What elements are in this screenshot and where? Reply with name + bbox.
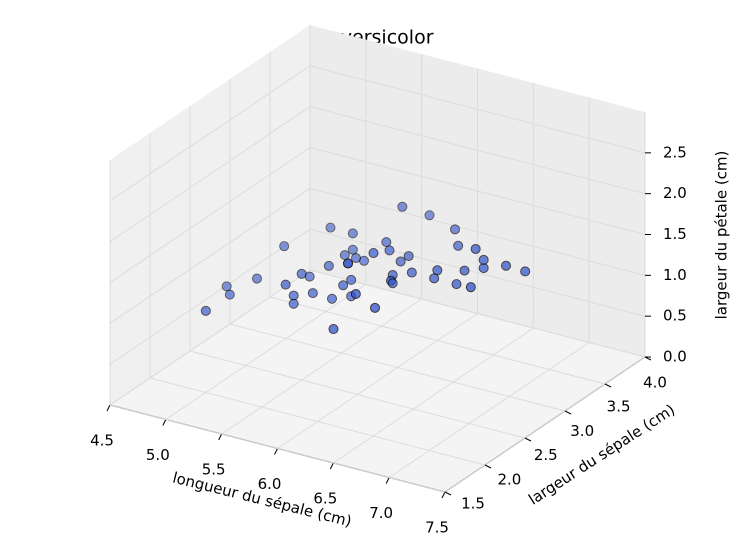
grid-line <box>309 228 646 317</box>
z-tick-label: 2.5 <box>663 143 687 161</box>
grid-line <box>149 377 486 466</box>
x-tick <box>106 404 111 412</box>
point <box>478 263 489 274</box>
x-tick <box>218 433 223 441</box>
x-tick-label: 5.0 <box>146 446 170 464</box>
y-tick <box>444 491 452 496</box>
point <box>451 279 462 290</box>
point <box>323 260 334 271</box>
x-tick <box>441 491 446 499</box>
grid-line <box>269 296 606 385</box>
point <box>368 248 379 259</box>
point <box>325 222 336 233</box>
z-tick-label: 2.0 <box>663 184 687 202</box>
point <box>328 324 339 335</box>
grid-line <box>221 298 422 435</box>
x-tick-label: 7.0 <box>369 504 393 522</box>
grid-line <box>444 356 646 493</box>
x-tick-label: 6.0 <box>258 475 282 493</box>
point <box>350 289 361 299</box>
x-tick <box>329 462 334 470</box>
z-axis-label: largeur du pétale (cm) <box>713 151 731 320</box>
point <box>459 265 470 276</box>
point <box>478 254 489 265</box>
grid-line <box>229 323 566 412</box>
grid-line <box>309 187 646 276</box>
point <box>520 266 531 277</box>
x-tick-label: 6.5 <box>313 490 337 508</box>
grid-line <box>277 313 478 449</box>
y-tick <box>604 383 612 388</box>
y-tick-label: 3.5 <box>607 398 631 416</box>
point <box>346 274 357 285</box>
point <box>224 289 235 300</box>
y-tick-label: 1.5 <box>461 495 485 513</box>
point <box>280 279 291 290</box>
x-tick-label: 7.5 <box>425 519 449 534</box>
grid-line <box>309 269 646 358</box>
point <box>465 282 476 293</box>
point <box>351 253 361 264</box>
grid-line <box>109 106 311 243</box>
grid-line <box>333 327 534 464</box>
x-tick <box>162 419 167 426</box>
grid-line <box>189 350 526 439</box>
point <box>395 256 406 267</box>
point <box>501 260 511 271</box>
y-tick <box>524 437 532 442</box>
y-tick <box>564 410 572 415</box>
y-tick-label: 2.0 <box>497 470 521 488</box>
grid-line <box>309 106 646 195</box>
x-tick <box>385 477 390 484</box>
point <box>453 240 464 251</box>
grid-line <box>165 284 367 420</box>
z-tick-label: 1.0 <box>663 266 687 284</box>
point <box>403 251 414 262</box>
grid-line <box>109 228 311 365</box>
point <box>406 267 417 278</box>
grid-line <box>309 147 646 235</box>
point <box>307 288 318 299</box>
point <box>387 278 398 289</box>
point <box>347 228 358 239</box>
point <box>347 244 358 255</box>
grid-line <box>388 342 590 478</box>
point <box>338 280 349 291</box>
point <box>279 241 290 252</box>
point <box>288 298 299 309</box>
grid-line <box>109 65 311 202</box>
point <box>343 258 353 269</box>
point <box>381 237 392 248</box>
point <box>424 210 435 221</box>
point <box>200 305 211 316</box>
x-tick-label: 4.5 <box>90 432 114 450</box>
point <box>221 281 232 292</box>
point <box>288 290 299 301</box>
grid-line <box>109 187 311 324</box>
x-tick-label: 5.5 <box>202 461 226 479</box>
grid-line <box>109 404 446 493</box>
point <box>339 250 350 261</box>
point <box>429 273 440 284</box>
grid-line <box>109 147 311 283</box>
point <box>252 273 262 284</box>
z-tick-label: 1.5 <box>663 225 687 243</box>
point <box>304 271 315 282</box>
grid-line <box>109 269 311 406</box>
y-tick-label: 4.0 <box>643 374 667 392</box>
point <box>370 302 380 313</box>
point <box>470 243 481 254</box>
point <box>384 245 395 256</box>
y-tick-label: 2.5 <box>534 446 558 464</box>
y-tick-label: 3.0 <box>570 422 594 440</box>
grid-line <box>309 65 646 154</box>
point <box>450 224 460 235</box>
point <box>397 201 408 212</box>
y-tick <box>484 464 492 469</box>
z-tick-label: 0.5 <box>663 307 687 325</box>
x-tick <box>274 448 278 455</box>
point <box>327 293 337 304</box>
z-tick-label: 0.0 <box>663 348 687 366</box>
